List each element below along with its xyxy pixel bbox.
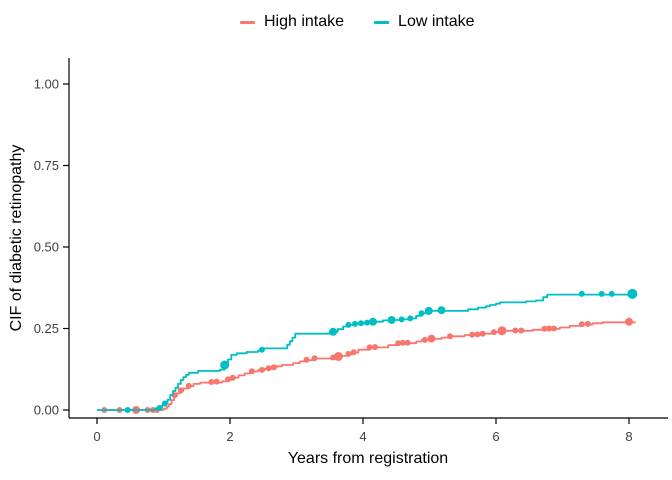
high-intake-censor-mark <box>491 329 497 336</box>
high-intake-censor-mark <box>512 327 519 334</box>
x-tick-label: 8 <box>625 429 632 444</box>
high-intake-censor-mark <box>229 374 236 381</box>
low-intake-censor-mark <box>407 315 414 322</box>
chart-legend: High intake Low intake <box>240 13 475 31</box>
high-intake-censor-mark <box>372 344 378 351</box>
high-intake-censor-mark <box>258 366 265 373</box>
high-intake-censor-mark <box>625 317 633 326</box>
low-intake-censor-mark <box>156 405 163 411</box>
high-intake-censor-mark <box>584 320 591 327</box>
high-intake-censor-mark <box>345 350 352 357</box>
legend-key-line-low-intake <box>374 20 390 24</box>
low-intake-censor-mark <box>369 317 377 326</box>
low-intake-censor-mark <box>358 320 364 327</box>
low-intake-censor-mark <box>329 327 338 336</box>
low-intake-censor-mark <box>161 400 168 407</box>
low-intake-censor-mark <box>424 306 433 315</box>
high-intake-censor-mark <box>427 334 436 343</box>
low-intake-censor-mark <box>598 290 605 297</box>
low-intake-censor-mark <box>418 310 425 317</box>
high-intake-censor-mark <box>447 333 454 340</box>
high-intake-censor-mark <box>404 339 411 346</box>
high-intake-curve <box>97 321 636 411</box>
low-intake-censor-mark <box>352 320 358 327</box>
y-tick-label: 0.75 <box>34 158 59 173</box>
low-intake-censor-mark <box>364 319 370 326</box>
x-tick-label: 0 <box>93 429 100 444</box>
high-intake-censor-mark <box>518 327 525 334</box>
high-intake-censor-mark <box>208 379 215 385</box>
high-intake-censor-mark <box>474 331 481 338</box>
high-intake-censor-mark <box>546 325 553 332</box>
high-intake-censor-mark <box>350 349 357 356</box>
high-intake-censor-mark <box>177 387 184 394</box>
high-intake-censor-mark <box>469 331 476 338</box>
high-intake-censor-mark <box>213 378 220 385</box>
high-intake-censor-mark <box>421 336 428 343</box>
y-tick-label: 0.00 <box>34 403 59 418</box>
legend-item-low-intake: Low intake <box>374 13 475 31</box>
low-intake-censor-mark <box>345 321 352 328</box>
low-intake-censor-mark <box>437 306 446 315</box>
high-intake-censor-mark <box>270 364 277 371</box>
y-tick-label: 1.00 <box>34 77 59 92</box>
high-intake-censor-mark <box>185 382 192 389</box>
legend-key-line-high-intake <box>240 20 255 24</box>
high-intake-censor-mark <box>225 376 231 383</box>
low-intake-censor-mark <box>608 290 615 297</box>
high-intake-censor-mark <box>303 356 310 363</box>
low-intake-censor-mark <box>124 407 131 413</box>
high-intake-censor-mark <box>479 330 486 337</box>
low-intake-censor-mark <box>258 346 265 353</box>
low-intake-censor-mark <box>627 288 638 299</box>
high-intake-censor-mark <box>265 365 272 372</box>
low-intake-censor-mark <box>220 360 230 370</box>
x-tick-label: 2 <box>226 429 233 444</box>
y-tick-label: 0.50 <box>34 240 59 255</box>
high-intake-censor-mark <box>578 321 585 328</box>
legend-label-high-intake: High intake <box>264 13 345 30</box>
x-tick-label: 4 <box>359 429 366 444</box>
low-intake-censor-mark <box>578 290 585 297</box>
legend-item-high-intake: High intake <box>240 13 344 31</box>
low-intake-curve <box>97 293 637 411</box>
x-tick-label: 6 <box>492 429 499 444</box>
legend-label-low-intake: Low intake <box>398 13 475 30</box>
x-axis-title: Years from registration <box>287 450 449 467</box>
high-intake-censor-mark <box>248 368 255 375</box>
high-intake-censor-mark <box>497 326 507 336</box>
high-intake-censor-mark <box>541 325 548 332</box>
high-intake-censor-mark <box>311 355 318 362</box>
high-intake-censor-mark <box>366 344 373 351</box>
high-intake-censor-mark <box>399 339 406 346</box>
low-intake-censor-mark <box>387 316 396 324</box>
low-intake-censor-mark <box>398 316 405 323</box>
y-tick-label: 0.25 <box>34 321 59 336</box>
high-intake-censor-mark <box>395 340 402 347</box>
high-intake-censor-mark <box>550 325 557 332</box>
high-intake-censor-mark <box>333 352 343 361</box>
